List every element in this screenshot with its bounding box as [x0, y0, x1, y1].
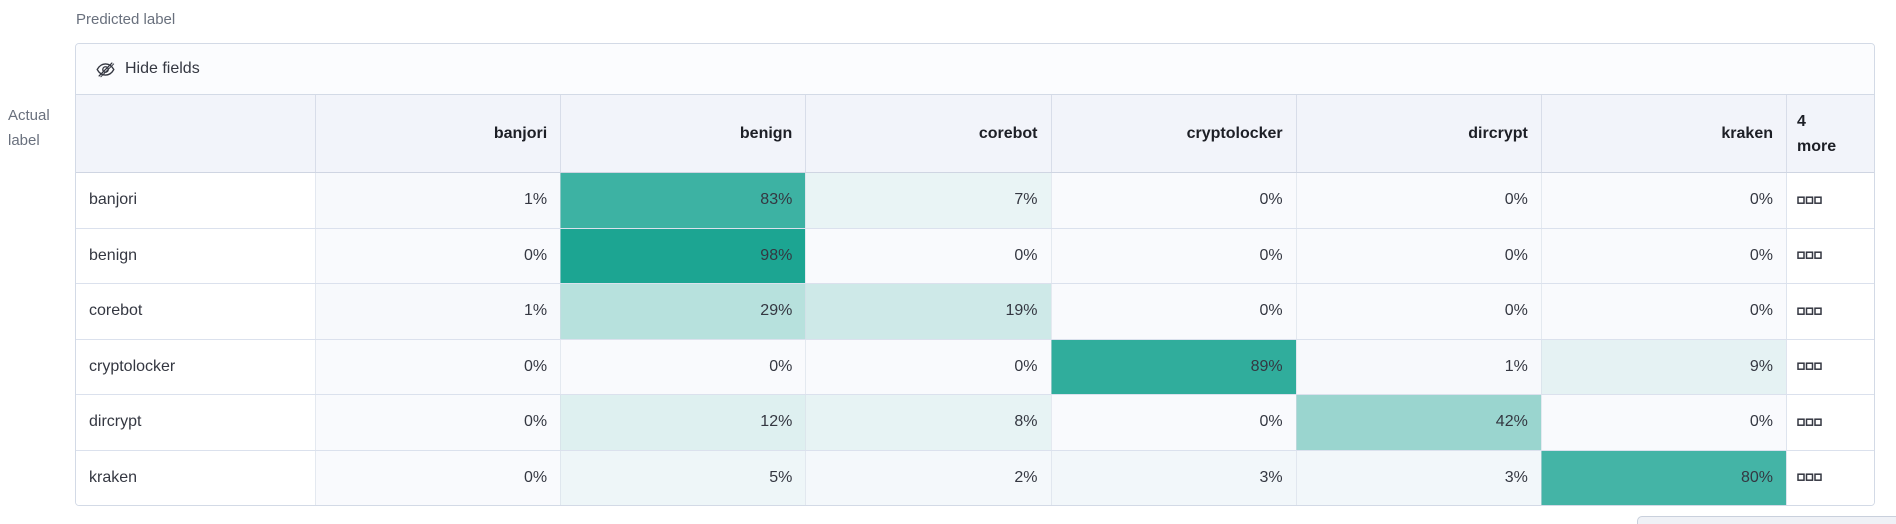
table-row-banjori: banjori 1% 83% 7% 0% 0% 0%	[76, 173, 1874, 229]
more-cell-benign[interactable]	[1786, 228, 1874, 283]
table-row-kraken: kraken 0% 5% 2% 3% 3% 80%	[76, 450, 1874, 505]
cell-banjori-benign[interactable]: 83%	[560, 173, 806, 228]
eye-closed-icon	[96, 60, 115, 79]
cell-benign-kraken[interactable]: 0%	[1540, 228, 1786, 283]
column-header-cryptolocker[interactable]: cryptolocker	[1050, 95, 1296, 172]
column-header-kraken[interactable]: kraken	[1540, 95, 1786, 172]
cell-kraken-dircrypt[interactable]: 3%	[1295, 450, 1541, 505]
more-cell-corebot[interactable]	[1786, 284, 1874, 339]
cell-corebot-banjori[interactable]: 1%	[315, 284, 561, 339]
cell-corebot-cryptolocker[interactable]: 0%	[1050, 284, 1296, 339]
cell-corebot-kraken[interactable]: 0%	[1540, 284, 1786, 339]
table-row-dircrypt: dircrypt 0% 12% 8% 0% 42% 0%	[76, 395, 1874, 451]
cell-benign-benign[interactable]: 98%	[560, 228, 806, 283]
cell-corebot-corebot[interactable]: 19%	[805, 284, 1051, 339]
row-label-benign[interactable]: benign	[76, 228, 315, 283]
boxes-horizontal-icon	[1797, 251, 1822, 260]
more-header-count: 4	[1797, 112, 1806, 130]
row-label-dircrypt[interactable]: dircrypt	[76, 395, 315, 450]
cell-kraken-benign[interactable]: 5%	[560, 450, 806, 505]
column-header-more[interactable]: 4 more	[1786, 95, 1874, 172]
cell-dircrypt-banjori[interactable]: 0%	[315, 395, 561, 450]
table-row-benign: benign 0% 98% 0% 0% 0% 0%	[76, 228, 1874, 284]
cell-kraken-banjori[interactable]: 0%	[315, 450, 561, 505]
actual-label-axis-title: Actual label	[8, 103, 50, 153]
cell-cryptolocker-benign[interactable]: 0%	[560, 339, 806, 394]
table-row-cryptolocker: cryptolocker 0% 0% 0% 89% 1% 9%	[76, 339, 1874, 395]
cell-banjori-kraken[interactable]: 0%	[1540, 173, 1786, 228]
horizontal-scrollbar[interactable]	[1637, 516, 1896, 524]
more-cell-kraken[interactable]	[1786, 450, 1874, 505]
cell-cryptolocker-cryptolocker[interactable]: 89%	[1050, 339, 1296, 394]
grid-body: banjori 1% 83% 7% 0% 0% 0% benign 0% 98% 0% 0% 0% 0% c…	[76, 173, 1874, 505]
cell-banjori-dircrypt[interactable]: 0%	[1295, 173, 1541, 228]
hide-fields-button[interactable]: Hide fields	[84, 54, 212, 85]
cell-dircrypt-benign[interactable]: 12%	[560, 395, 806, 450]
cell-kraken-cryptolocker[interactable]: 3%	[1050, 450, 1296, 505]
cell-cryptolocker-dircrypt[interactable]: 1%	[1295, 339, 1541, 394]
row-label-cryptolocker[interactable]: cryptolocker	[76, 339, 315, 394]
cell-benign-dircrypt[interactable]: 0%	[1295, 228, 1541, 283]
cell-banjori-banjori[interactable]: 1%	[315, 173, 561, 228]
cell-dircrypt-dircrypt[interactable]: 42%	[1295, 395, 1541, 450]
grid-toolbar: Hide fields	[76, 44, 1874, 95]
cell-dircrypt-corebot[interactable]: 8%	[805, 395, 1051, 450]
hide-fields-label: Hide fields	[125, 60, 200, 77]
boxes-horizontal-icon	[1797, 473, 1822, 482]
column-header-corebot[interactable]: corebot	[805, 95, 1050, 172]
cell-dircrypt-kraken[interactable]: 0%	[1540, 395, 1786, 450]
cell-kraken-kraken[interactable]: 80%	[1540, 450, 1786, 505]
confusion-matrix-grid: Hide fields banjori benign corebot cryptolo…	[75, 43, 1875, 506]
row-label-corebot[interactable]: corebot	[76, 284, 315, 339]
column-header-banjori[interactable]: banjori	[315, 95, 560, 172]
column-header-benign[interactable]: benign	[560, 95, 805, 172]
boxes-horizontal-icon	[1797, 196, 1822, 205]
actual-label-line1: Actual	[8, 107, 50, 124]
cell-cryptolocker-banjori[interactable]: 0%	[315, 339, 561, 394]
cell-kraken-corebot[interactable]: 2%	[805, 450, 1051, 505]
cell-benign-corebot[interactable]: 0%	[805, 228, 1051, 283]
more-cell-banjori[interactable]	[1786, 173, 1874, 228]
more-cell-dircrypt[interactable]	[1786, 395, 1874, 450]
boxes-horizontal-icon	[1797, 307, 1822, 316]
cell-corebot-dircrypt[interactable]: 0%	[1295, 284, 1541, 339]
grid-header-row: banjori benign corebot cryptolocker dircrypt…	[76, 95, 1874, 173]
cell-benign-banjori[interactable]: 0%	[315, 228, 561, 283]
table-row-corebot: corebot 1% 29% 19% 0% 0% 0%	[76, 284, 1874, 340]
cell-dircrypt-cryptolocker[interactable]: 0%	[1050, 395, 1296, 450]
grid-corner-cell	[76, 95, 315, 172]
more-cell-cryptolocker[interactable]	[1786, 339, 1874, 394]
predicted-label-axis-title: Predicted label	[76, 11, 176, 28]
boxes-horizontal-icon	[1797, 362, 1822, 371]
actual-label-line2: label	[8, 132, 40, 149]
cell-banjori-corebot[interactable]: 7%	[805, 173, 1051, 228]
boxes-horizontal-icon	[1797, 418, 1822, 427]
cell-banjori-cryptolocker[interactable]: 0%	[1050, 173, 1296, 228]
more-header-text: more	[1797, 137, 1837, 155]
cell-benign-cryptolocker[interactable]: 0%	[1050, 228, 1296, 283]
cell-cryptolocker-kraken[interactable]: 9%	[1540, 339, 1786, 394]
column-header-dircrypt[interactable]: dircrypt	[1295, 95, 1541, 172]
row-label-banjori[interactable]: banjori	[76, 173, 315, 228]
row-label-kraken[interactable]: kraken	[76, 450, 315, 505]
cell-cryptolocker-corebot[interactable]: 0%	[805, 339, 1051, 394]
cell-corebot-benign[interactable]: 29%	[560, 284, 806, 339]
